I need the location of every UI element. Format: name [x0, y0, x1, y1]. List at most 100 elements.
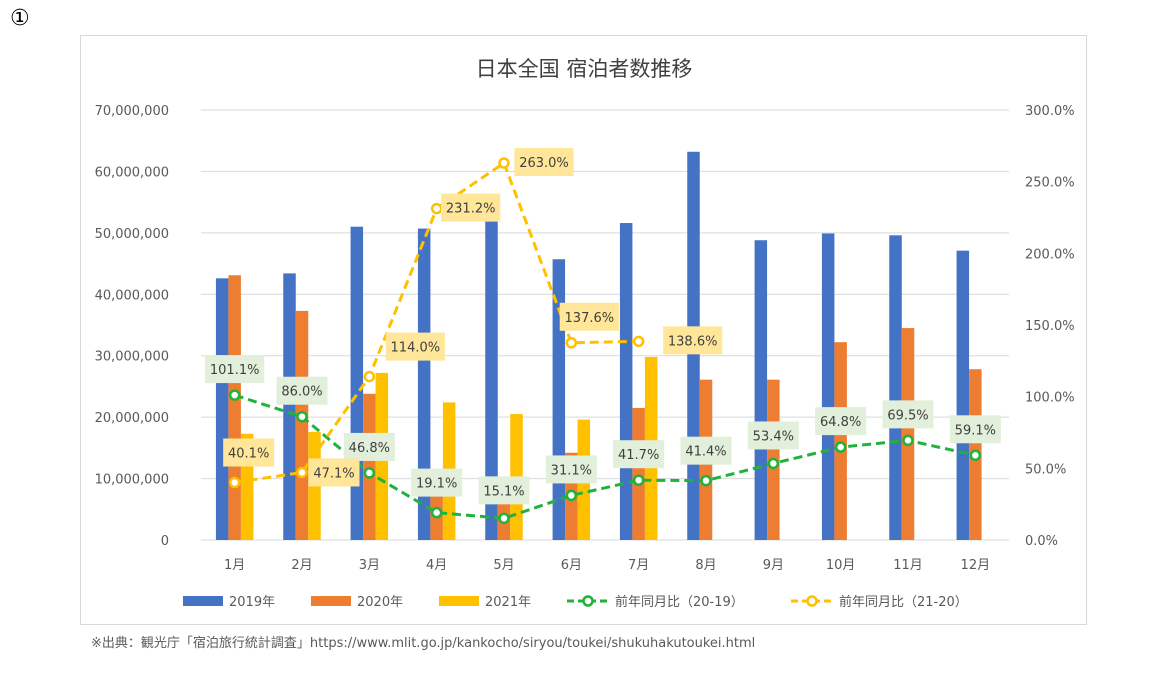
- y-right-tick-label: 50.0%: [1025, 462, 1066, 477]
- data-label-bg: [747, 421, 799, 450]
- legend-swatch: [311, 596, 351, 606]
- bar-2020年: [295, 310, 309, 540]
- y-right-tick-label: 150.0%: [1025, 319, 1075, 334]
- y-left-tick-label: 0: [161, 534, 169, 549]
- legend-swatch: [183, 596, 223, 606]
- point-前年同月比（20-19）: [430, 506, 443, 519]
- legend-label: 2021年: [485, 595, 531, 610]
- bar-2020年: [363, 393, 376, 540]
- bar-2019年: [754, 240, 768, 540]
- legend: 2019年 2020年 2021年 前年同月比（20-19） 前年同月比（21-20）: [183, 594, 968, 610]
- x-tick-label: 6月: [561, 558, 582, 573]
- x-tick-label: 3月: [359, 558, 380, 573]
- chart-title: 日本全国 宿泊者数推移: [476, 57, 693, 81]
- point-前年同月比（20-19）: [632, 474, 645, 486]
- data-label: 101.1%: [210, 363, 260, 378]
- bar-2019年: [417, 228, 431, 541]
- data-label-bg: [680, 436, 732, 465]
- data-label-bg: [276, 376, 328, 405]
- bar-2019年: [215, 278, 229, 540]
- data-label: 64.8%: [820, 415, 861, 430]
- data-label: 40.1%: [228, 447, 269, 462]
- y-left-tick-label: 40,000,000: [95, 288, 169, 303]
- bar-2019年: [889, 235, 902, 541]
- point-前年同月比（21-20）: [430, 202, 443, 215]
- x-tick-label: 7月: [628, 558, 649, 573]
- data-label: 46.8%: [349, 441, 390, 456]
- chart-svg: 101.1% 86.0% 46.8% 19.1% 15.1% 31.1% 41.7% 41.4…: [95, 57, 1075, 610]
- data-label-bg: [663, 326, 723, 355]
- bar-2019年: [283, 273, 296, 540]
- data-label-bg: [411, 468, 463, 497]
- bar-2020年: [228, 275, 241, 540]
- data-label-bg: [882, 400, 934, 429]
- x-tick-label: 4月: [426, 558, 447, 573]
- data-label: 114.0%: [391, 341, 441, 356]
- data-label-bg: [478, 476, 530, 505]
- bar-2019年: [619, 223, 633, 540]
- y-right-tick-label: 300.0%: [1025, 104, 1075, 119]
- point-前年同月比（21-20）: [498, 157, 510, 169]
- point-前年同月比（21-20）: [296, 466, 308, 479]
- data-label: 231.2%: [446, 202, 496, 217]
- x-tick-label: 12月: [961, 558, 991, 573]
- y-right-tick-label: 250.0%: [1025, 176, 1075, 191]
- data-label-bg: [223, 438, 275, 467]
- data-label-bg: [308, 458, 360, 487]
- data-labels: 101.1% 86.0% 46.8% 19.1% 15.1% 31.1% 41.7% 41.4…: [205, 148, 1001, 505]
- data-label: 53.4%: [753, 429, 794, 444]
- data-label-bg: [441, 193, 501, 222]
- point-前年同月比（20-19）: [902, 434, 914, 447]
- data-label: 59.1%: [955, 423, 996, 438]
- data-label: 138.6%: [668, 334, 718, 349]
- axes: 0 10,000,000 20,000,000 30,000,000 40,000,00…: [95, 104, 1075, 573]
- data-label: 15.1%: [483, 484, 524, 499]
- legend-label: 2019年: [229, 595, 275, 610]
- data-label: 137.6%: [565, 311, 615, 326]
- data-label: 31.1%: [551, 463, 592, 478]
- data-label-bg: [205, 355, 265, 384]
- legend-swatch: [439, 596, 479, 606]
- x-tick-label: 1月: [224, 558, 245, 573]
- chart-frame: 101.1% 86.0% 46.8% 19.1% 15.1% 31.1% 41.7% 41.4…: [80, 35, 1087, 625]
- y-right-tick-label: 200.0%: [1025, 247, 1075, 262]
- point-前年同月比（20-19）: [700, 474, 712, 487]
- data-label-bg: [385, 332, 445, 361]
- bar-2019年: [956, 250, 970, 540]
- y-right-tick-label: 0.0%: [1025, 534, 1058, 549]
- data-label-bg: [559, 302, 619, 331]
- y-left-tick-label: 60,000,000: [95, 165, 169, 180]
- x-tick-label: 5月: [493, 558, 514, 573]
- point-前年同月比（20-19）: [498, 512, 510, 525]
- y-left-tick-label: 20,000,000: [95, 411, 169, 426]
- x-tick-label: 10月: [826, 558, 856, 573]
- data-label: 263.0%: [519, 156, 569, 171]
- point-前年同月比（20-19）: [565, 489, 578, 502]
- data-label: 47.1%: [313, 466, 354, 481]
- legend-label: 2020年: [357, 595, 403, 610]
- y-left-tick-label: 10,000,000: [95, 473, 169, 488]
- legend-label: 前年同月比（20-19）: [615, 594, 744, 610]
- bar-2019年: [821, 233, 835, 540]
- point-前年同月比（21-20）: [565, 337, 578, 349]
- point-前年同月比（21-20）: [632, 335, 645, 348]
- data-label: 69.5%: [887, 408, 928, 423]
- bar-2019年: [350, 226, 364, 540]
- y-left-tick-label: 30,000,000: [95, 350, 169, 365]
- x-tick-label: 11月: [893, 558, 923, 573]
- data-label: 41.7%: [618, 448, 659, 463]
- data-label: 19.1%: [416, 477, 457, 492]
- source-note: ※出典：観光庁「宿泊旅行統計調査」https://www.mlit.go.jp/…: [91, 636, 756, 651]
- point-前年同月比（21-20）: [228, 476, 241, 489]
- point-前年同月比（20-19）: [969, 449, 982, 462]
- data-label: 41.4%: [685, 445, 726, 460]
- bar-2020年: [901, 328, 915, 540]
- x-tick-label: 9月: [763, 558, 784, 573]
- data-label-bg: [343, 432, 395, 461]
- bar-2020年: [834, 342, 847, 540]
- bar-2019年: [485, 208, 498, 541]
- point-前年同月比（20-19）: [228, 389, 241, 401]
- data-label-bg: [514, 148, 574, 177]
- legend-swatch-marker: [806, 595, 818, 607]
- x-tick-label: 2月: [291, 558, 312, 573]
